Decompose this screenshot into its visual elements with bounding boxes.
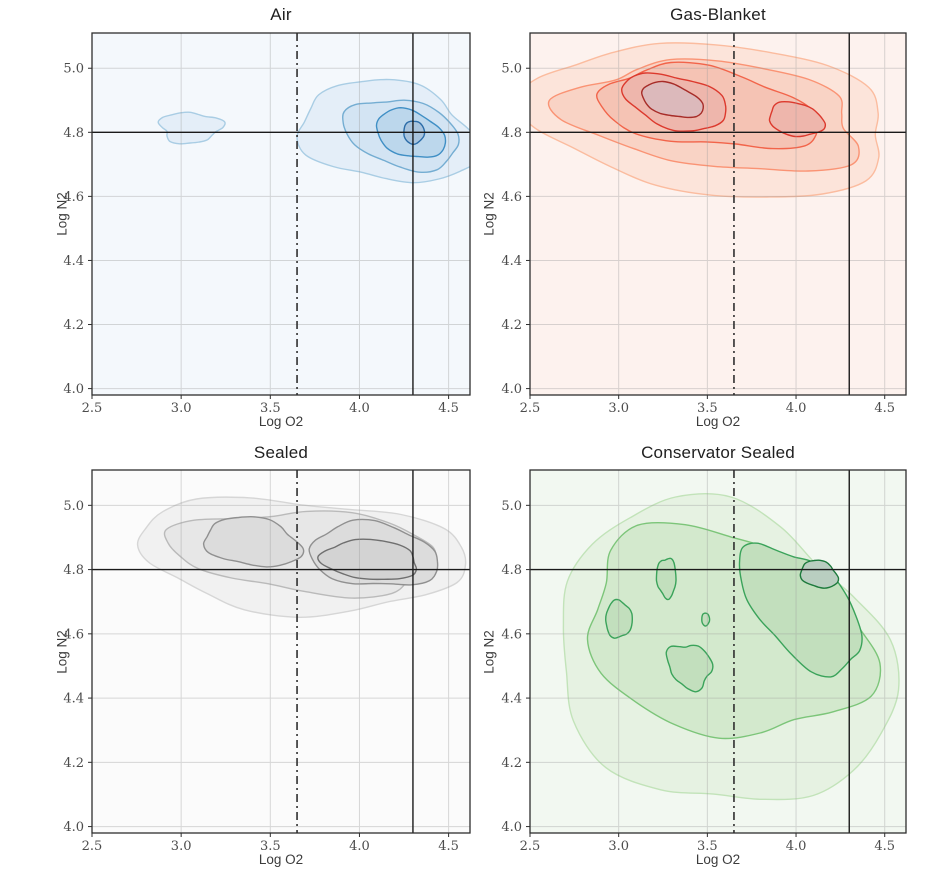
y-tick-label: 4.4 (63, 692, 84, 707)
x-tick-label: 2.5 (520, 401, 541, 416)
axis-ticks: 2.5 3.0 3.5 4.0 4.5 4.0 4.2 4.4 4.6 4.8 5.0 (63, 62, 459, 416)
chart-title-gas-blanket: Gas-Blanket (670, 5, 766, 24)
x-tick-label: 3.0 (171, 839, 192, 854)
contour-band-level-2 (701, 612, 711, 627)
y-tick-label: 4.2 (63, 756, 84, 771)
plot-border (529, 469, 907, 834)
plot-border (91, 32, 471, 396)
y-axis-label-air: Log N2 (54, 192, 70, 236)
contour-band-level-0 (157, 111, 226, 145)
chart-title-air: Air (270, 5, 292, 24)
y-tick-label: 4.6 (501, 627, 522, 642)
y-tick-label: 4.6 (501, 190, 522, 205)
y-axis-label-gas-blanket: Log N2 (481, 192, 497, 236)
y-tick-label: 4.4 (501, 692, 522, 707)
y-tick-label: 4.0 (63, 820, 84, 835)
x-tick-label: 2.5 (520, 839, 541, 854)
y-tick-label: 4.0 (501, 382, 522, 397)
contour-band-level-2 (604, 598, 634, 639)
x-tick-label: 4.5 (874, 839, 895, 854)
axis-ticks: 2.5 3.0 3.5 4.0 4.5 4.0 4.2 4.4 4.6 4.8 5.0 (501, 62, 895, 416)
y-axis-label-sealed: Log N2 (54, 630, 70, 674)
axis-ticks: 2.5 3.0 3.5 4.0 4.5 4.0 4.2 4.4 4.6 4.8 5.0 (63, 499, 459, 854)
x-tick-label: 3.5 (260, 401, 281, 416)
x-tick-label: 4.0 (349, 401, 370, 416)
kde-contour-bands (157, 78, 470, 184)
x-axis-label-conservator-sealed: Log O2 (695, 852, 741, 867)
y-axis-label-conservator-sealed: Log N2 (481, 630, 497, 674)
kde-plot-gas-blanket: 2.5 3.0 3.5 4.0 4.5 4.0 4.2 4.4 4.6 4.8 5.0 (501, 32, 907, 416)
y-tick-label: 4.6 (63, 190, 84, 205)
x-tick-label: 3.5 (697, 401, 718, 416)
contour-band-level-2 (202, 516, 305, 568)
chart-title-conservator-sealed: Conservator Sealed (641, 443, 795, 462)
kde-plot-sealed: 2.5 3.0 3.5 4.0 4.5 4.0 4.2 4.4 4.6 4.8 5.0 (63, 469, 471, 854)
y-tick-label: 4.2 (63, 318, 84, 333)
x-tick-label: 4.0 (786, 401, 807, 416)
y-tick-label: 4.2 (501, 756, 522, 771)
x-tick-label: 3.0 (608, 839, 629, 854)
contour-band-level-4 (640, 80, 704, 119)
x-tick-label: 3.5 (260, 839, 281, 854)
y-tick-label: 4.8 (501, 126, 522, 141)
x-tick-label: 3.5 (697, 839, 718, 854)
y-tick-label: 4.8 (63, 563, 84, 578)
y-tick-label: 4.8 (501, 563, 522, 578)
y-tick-label: 5.0 (501, 62, 522, 77)
y-tick-label: 4.0 (63, 382, 84, 397)
contour-band-level-2 (655, 557, 677, 601)
x-axis-label-gas-blanket: Log O2 (695, 414, 741, 429)
kde-plot-conservator-sealed: 2.5 3.0 3.5 4.0 4.5 4.0 4.2 4.4 4.6 4.8 5.0 (501, 469, 907, 854)
plot-border (91, 469, 471, 834)
x-tick-label: 4.0 (349, 839, 370, 854)
x-tick-label: 4.5 (438, 839, 459, 854)
y-tick-label: 4.0 (501, 820, 522, 835)
kde-plot-air: 2.5 3.0 3.5 4.0 4.5 4.0 4.2 4.4 4.6 4.8 5.0 (63, 32, 471, 416)
x-tick-label: 2.5 (82, 839, 103, 854)
y-tick-label: 5.0 (501, 499, 522, 514)
y-tick-label: 5.0 (63, 499, 84, 514)
contour-band-level-3 (799, 559, 840, 589)
kde-contour-bands (530, 42, 880, 198)
kde-contour-bands (136, 496, 467, 619)
x-tick-label: 3.0 (608, 401, 629, 416)
y-tick-label: 4.4 (501, 254, 522, 269)
x-axis-label-air: Log O2 (258, 414, 304, 429)
y-tick-label: 4.2 (501, 318, 522, 333)
x-tick-label: 2.5 (82, 401, 103, 416)
chart-title-sealed: Sealed (253, 443, 309, 462)
contour-band-level-3 (768, 100, 827, 138)
contour-band-level-2 (665, 644, 714, 693)
x-tick-label: 3.0 (171, 401, 192, 416)
y-tick-label: 4.8 (63, 126, 84, 141)
x-tick-label: 4.0 (786, 839, 807, 854)
x-axis-label-sealed: Log O2 (258, 852, 304, 867)
x-tick-label: 4.5 (874, 401, 895, 416)
y-tick-label: 5.0 (63, 62, 84, 77)
y-tick-label: 4.6 (63, 627, 84, 642)
axis-ticks: 2.5 3.0 3.5 4.0 4.5 4.0 4.2 4.4 4.6 4.8 5.0 (501, 499, 895, 854)
plot-border (529, 32, 907, 396)
x-tick-label: 4.5 (438, 401, 459, 416)
y-tick-label: 4.4 (63, 254, 84, 269)
